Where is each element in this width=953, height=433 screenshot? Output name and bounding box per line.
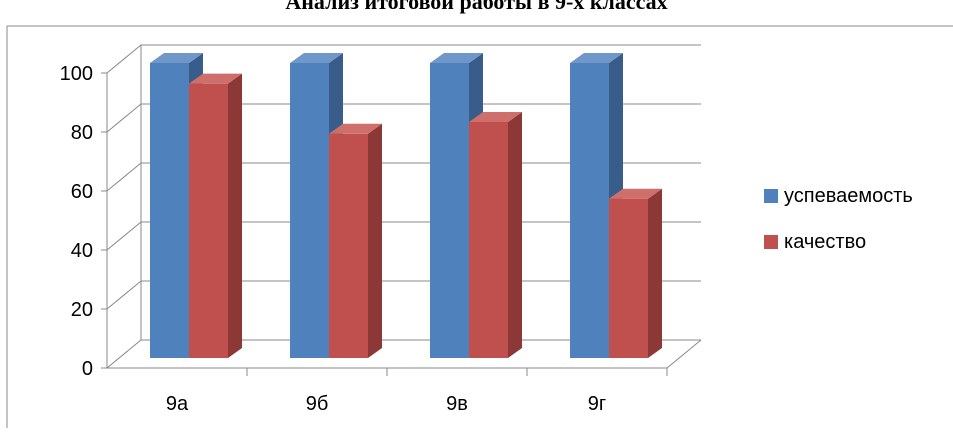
bar xyxy=(570,63,609,358)
bar xyxy=(189,83,228,359)
legend-label: качество xyxy=(784,231,866,253)
bar-side xyxy=(368,123,382,358)
y-tick-label: 20 xyxy=(71,299,93,321)
bar-side xyxy=(508,112,522,358)
x-tick-label: 9а xyxy=(166,393,189,415)
bar-side xyxy=(648,188,662,358)
bar-side xyxy=(228,73,242,359)
bar-top xyxy=(189,73,242,84)
bar xyxy=(290,63,329,358)
y-tick-label: 100 xyxy=(60,63,93,85)
bar xyxy=(150,63,189,358)
legend-swatch xyxy=(764,235,778,249)
gridline xyxy=(106,44,701,74)
legend-label: успеваемость xyxy=(784,185,913,207)
bar-top xyxy=(290,53,343,63)
bar-top xyxy=(570,53,623,63)
bar-top xyxy=(430,53,483,63)
bar xyxy=(609,198,648,358)
gridline xyxy=(106,103,701,133)
legend-swatch xyxy=(764,189,778,203)
floor-edge xyxy=(666,339,702,369)
x-tick-label: 9г xyxy=(588,393,606,415)
y-tick-label: 0 xyxy=(82,358,93,380)
bar-top xyxy=(329,123,382,134)
x-tick-label: 9в xyxy=(446,393,468,415)
bar-top xyxy=(469,112,522,122)
x-tick-label: 9б xyxy=(306,393,329,415)
bar-top xyxy=(150,53,203,63)
bar xyxy=(430,63,469,358)
bar xyxy=(329,133,368,358)
y-tick-label: 60 xyxy=(71,181,93,203)
chart-title: Анализ итоговой работы в 9-х классах xyxy=(285,0,668,14)
bar-top xyxy=(609,188,662,199)
bar xyxy=(469,122,508,358)
y-tick-label: 40 xyxy=(71,240,93,262)
y-tick-label: 80 xyxy=(71,122,93,144)
